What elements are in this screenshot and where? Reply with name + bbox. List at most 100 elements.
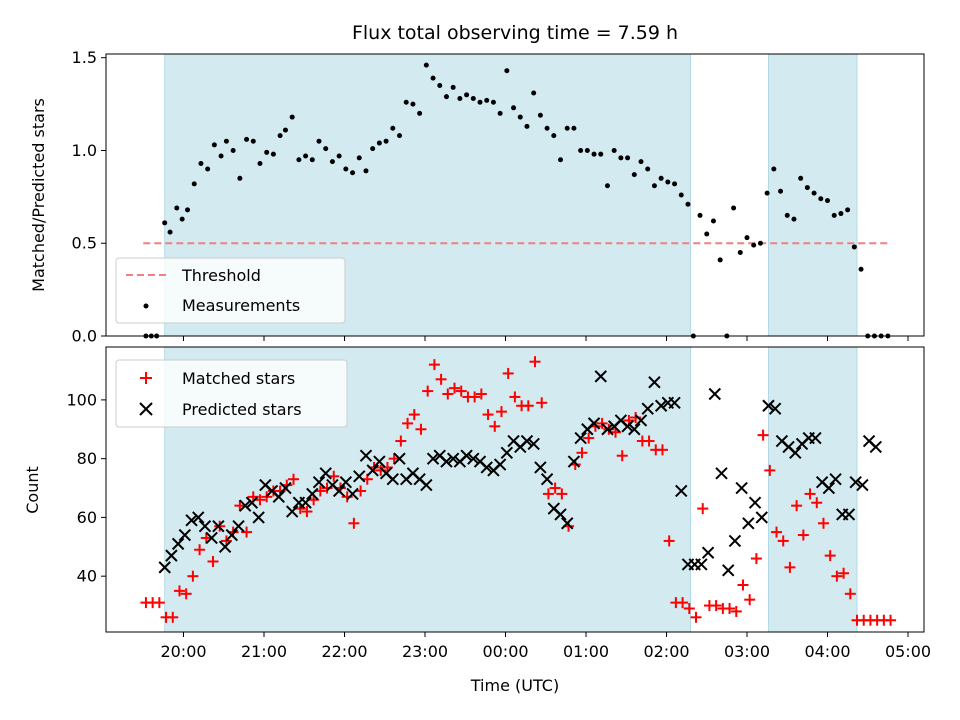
matched-star-point [449, 382, 461, 394]
measurement-point [303, 153, 309, 159]
x-tick-label: 23:00 [402, 642, 448, 661]
measurement-point [665, 179, 671, 185]
measurement-point [551, 133, 557, 139]
matched-star-point [402, 417, 414, 429]
chart-title: Flux total observing time = 7.59 h [352, 22, 678, 44]
matched-star-point [442, 388, 454, 400]
measurement-point [218, 153, 224, 159]
x-tick-label: 04:00 [804, 642, 850, 661]
predicted-star-point [849, 475, 862, 489]
predicted-star-point [500, 446, 514, 459]
matched-star-point [355, 485, 367, 497]
measurement-point [174, 205, 180, 211]
matched-star-point [455, 385, 467, 397]
predicted-star-point [842, 508, 856, 521]
matched-star-point [838, 567, 850, 579]
measurement-point [685, 201, 691, 207]
top-panel-legend: Threshold Measurements [115, 257, 346, 324]
measurement-point [604, 183, 610, 189]
measurement-point [191, 181, 197, 187]
measurement-point [710, 218, 716, 224]
measurement-point [778, 188, 784, 194]
matched-star-point [475, 388, 487, 400]
predicted-star-point [205, 531, 218, 545]
bottom-panel-x-ticks: 20:00 21:00 22:00 23:00 00:00 01:00 02:00 03:00… [160, 632, 931, 661]
bottom-legend-box [115, 359, 348, 428]
predicted-star-point [493, 458, 507, 471]
measurement-point [838, 211, 844, 217]
predicted-star-point [715, 467, 728, 480]
legend-matched-swatch [140, 372, 152, 384]
measurement-point [537, 112, 543, 118]
matched-star-point [482, 409, 494, 421]
predicted-star-point [218, 540, 232, 554]
matched-star-point [697, 503, 709, 515]
measurement-point [430, 75, 436, 81]
measurement-point [443, 94, 449, 100]
measurement-point [764, 190, 770, 196]
measurement-point [484, 97, 490, 103]
measurements-series [143, 62, 891, 339]
y-tick-label: 40 [77, 567, 97, 586]
matched-star-point [596, 417, 608, 429]
matched-star-point [804, 488, 816, 500]
measurement-point [625, 155, 631, 161]
predicted-star-point [675, 484, 688, 498]
predicted-star-point [634, 414, 648, 427]
measurement-point [645, 166, 651, 172]
y-tick-label: 80 [77, 449, 97, 468]
matched-star-point [791, 500, 803, 512]
predicted-star-point [426, 452, 440, 465]
matched-star-point [495, 406, 507, 418]
measurement-point [831, 212, 837, 218]
matched-star-point [656, 444, 668, 456]
measurement-point [618, 155, 624, 161]
measurement-point [731, 205, 737, 211]
matched-star-point [435, 373, 447, 385]
measurement-point [611, 147, 617, 153]
measurement-point [336, 153, 342, 159]
measurement-point [598, 151, 604, 157]
matched-star-point [710, 600, 722, 612]
matched-star-point [395, 435, 407, 447]
measurement-point [578, 147, 584, 153]
matched-star-point [187, 570, 199, 582]
measurement-point [230, 147, 236, 153]
predicted-star-point [641, 402, 654, 415]
matched-star-point [207, 555, 219, 567]
predicted-star-point [420, 478, 433, 492]
predicted-star-point [735, 481, 748, 495]
bottom-panel: 40 60 80 100 20:00 21:00 22:00 23:00 00:00 01:00… [23, 346, 931, 695]
matched-star-point [744, 594, 756, 606]
predicted-star-point [822, 481, 836, 495]
y-tick-label: 0.0 [72, 327, 97, 346]
predicted-star-point [185, 514, 198, 527]
predicted-star-point [755, 511, 768, 524]
predicted-star-point [561, 517, 574, 530]
legend-measurements-label: Measurements [182, 296, 300, 315]
predicted-star-point [225, 528, 239, 542]
measurement-point [383, 138, 389, 144]
predicted-star-point [722, 564, 735, 577]
measurement-point [205, 166, 211, 172]
matched-star-point [194, 544, 206, 556]
measurement-point [403, 99, 409, 105]
matched-star-point [388, 453, 400, 465]
matched-star-point [556, 488, 568, 500]
measurement-point [423, 62, 429, 68]
shaded-interval-1 [768, 346, 858, 633]
measurement-point [296, 157, 302, 163]
matched-star-point [616, 450, 628, 462]
matched-star-point [153, 597, 165, 609]
measurement-point [558, 157, 564, 163]
measurement-point [804, 185, 810, 191]
predicted-star-point [446, 452, 460, 465]
measurement-point [350, 170, 356, 176]
y-tick-label: 1.5 [72, 48, 97, 67]
matched-star-point [502, 367, 514, 379]
x-tick-label: 01:00 [563, 642, 609, 661]
measurement-point [672, 181, 678, 187]
measurement-point [497, 110, 503, 116]
measurement-point [504, 68, 510, 74]
